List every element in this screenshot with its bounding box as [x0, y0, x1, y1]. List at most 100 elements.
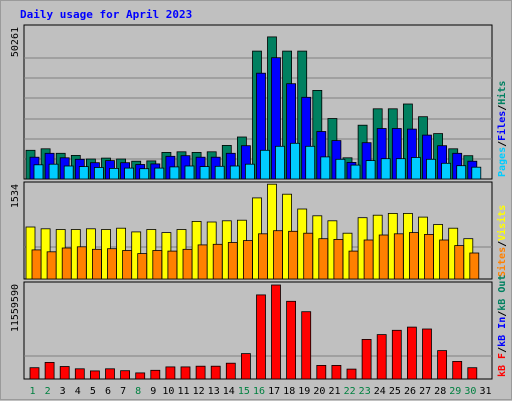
legend-visits: Visits: [496, 205, 508, 241]
legend-kb-in: kB In: [497, 317, 508, 347]
bar-kb-f-day-15: [240, 353, 251, 380]
x-label-day-13: 13: [208, 386, 220, 397]
bar-pages-day-11: [184, 165, 195, 180]
legend-hits: Hits: [496, 81, 508, 105]
bar-sites-day-19: [303, 232, 314, 280]
bar-pages-day-4: [78, 166, 89, 180]
bar-pages-day-23: [365, 160, 376, 180]
legend-kb-f: kB F: [497, 353, 508, 377]
bar-pages-day-9: [154, 167, 165, 180]
bar-sites-day-1: [31, 249, 42, 280]
bar-pages-day-10: [169, 166, 180, 180]
bar-sites-day-10: [167, 250, 178, 280]
legend-separator: /: [497, 141, 508, 147]
bar-kb-f-day-7: [120, 370, 130, 380]
x-label-day-20: 20: [313, 386, 325, 397]
x-label-day-19: 19: [298, 386, 310, 397]
bar-sites-day-11: [182, 248, 193, 280]
bar-pages-day-16: [260, 149, 270, 180]
x-label-day-2: 2: [45, 386, 51, 397]
bar-kb-f-day-27: [422, 328, 432, 380]
x-label-day-8: 8: [135, 386, 141, 397]
bar-pages-day-30: [471, 166, 482, 180]
x-label-day-30: 30: [464, 386, 476, 397]
legend-separator: /: [497, 347, 508, 353]
legend-2: Sites/Visits: [496, 205, 508, 277]
bar-kb-f-day-6: [105, 368, 115, 380]
x-label-day-25: 25: [389, 386, 401, 397]
bar-pages-day-27: [426, 158, 436, 180]
bar-sites-day-17: [273, 230, 283, 280]
x-label-day-1: 1: [29, 386, 35, 397]
bar-kb-f-day-21: [331, 364, 342, 380]
x-label-day-21: 21: [328, 386, 340, 397]
bar-sites-day-2: [46, 251, 57, 280]
bar-sites-day-14: [227, 242, 238, 280]
bar-kb-f-day-16: [256, 294, 266, 380]
bar-pages-day-5: [94, 167, 104, 180]
bar-kb-f-day-18: [286, 300, 297, 380]
x-label-day-29: 29: [449, 386, 461, 397]
bar-kb-f-day-30: [467, 367, 478, 380]
bar-kb-f-day-19: [301, 311, 312, 380]
legend-kb-out: kB Out: [497, 275, 508, 311]
bar-kb-f-day-14: [225, 362, 236, 380]
x-label-day-4: 4: [75, 386, 81, 397]
legend-files: Files: [496, 111, 508, 141]
x-label-day-27: 27: [419, 386, 431, 397]
bar-kb-f-day-3: [59, 366, 70, 380]
bar-pages-day-21: [335, 158, 346, 180]
x-label-day-26: 26: [404, 386, 416, 397]
bar-sites-day-3: [61, 247, 72, 280]
bar-sites-day-21: [333, 238, 344, 280]
bar-kb-f-day-2: [44, 361, 55, 380]
bar-sites-day-15: [242, 240, 253, 280]
bar-sites-day-13: [212, 243, 223, 280]
bar-kb-f-day-25: [391, 329, 402, 380]
y-max-label-2: 1534: [10, 184, 21, 208]
bar-kb-f-day-28: [437, 350, 448, 380]
bar-sites-day-5: [92, 248, 102, 280]
x-label-day-22: 22: [344, 386, 356, 397]
x-label-day-5: 5: [90, 386, 96, 397]
x-label-day-18: 18: [283, 386, 295, 397]
bar-pages-day-7: [124, 167, 134, 180]
bar-sites-day-26: [408, 232, 419, 280]
bar-pages-day-18: [290, 142, 301, 180]
bar-pages-day-13: [214, 165, 225, 180]
bar-kb-f-day-20: [316, 364, 327, 380]
bar-pages-day-28: [441, 162, 452, 180]
bar-kb-f-day-23: [361, 338, 372, 380]
bar-sites-day-16: [258, 233, 268, 280]
bar-kb-f-day-12: [195, 365, 206, 380]
x-label-day-11: 11: [177, 386, 189, 397]
legend-3: kB F/kB In/kB Out: [497, 275, 508, 377]
bar-kb-f-day-24: [376, 334, 387, 380]
bar-sites-day-24: [378, 234, 389, 280]
bar-kb-f-day-11: [180, 366, 191, 380]
x-label-day-10: 10: [162, 386, 174, 397]
bar-pages-day-29: [456, 165, 467, 180]
bar-sites-day-8: [137, 253, 148, 280]
bar-sites-day-30: [469, 252, 480, 280]
bar-pages-day-12: [199, 166, 210, 180]
bar-pages-day-19: [305, 145, 316, 180]
bar-pages-day-14: [229, 165, 240, 180]
x-label-day-15: 15: [238, 386, 250, 397]
bar-sites-day-23: [363, 239, 374, 280]
bar-sites-day-25: [393, 233, 404, 280]
bar-sites-day-18: [288, 230, 299, 280]
x-label-day-3: 3: [60, 386, 66, 397]
bar-sites-day-12: [197, 244, 208, 280]
x-label-day-14: 14: [223, 386, 235, 397]
bar-sites-day-9: [152, 250, 163, 280]
bar-kb-f-day-13: [210, 365, 221, 380]
bar-kb-f-day-10: [165, 366, 176, 380]
x-label-day-31: 31: [479, 386, 491, 397]
bar-pages-day-22: [350, 164, 361, 180]
bar-kb-f-day-22: [346, 368, 357, 380]
x-label-day-7: 7: [120, 386, 126, 397]
bar-pages-day-24: [380, 158, 391, 180]
x-label-day-23: 23: [359, 386, 371, 397]
